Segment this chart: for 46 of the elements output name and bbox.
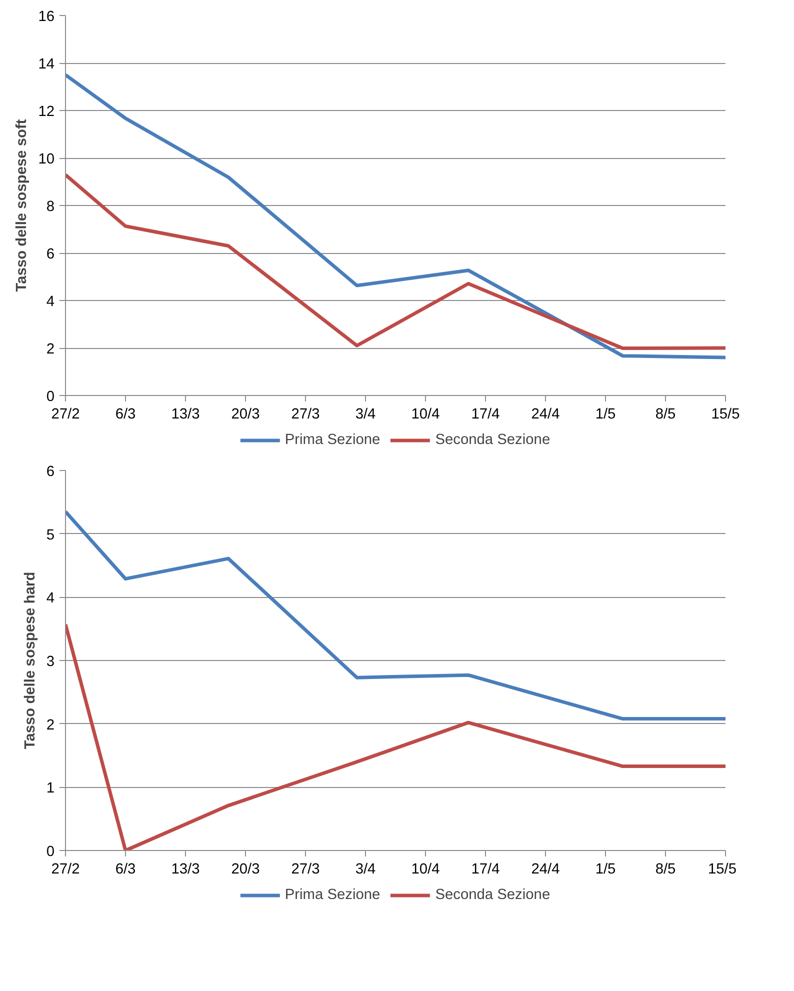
x-tick-label: 27/3 (291, 862, 320, 878)
x-tick-label: 17/4 (471, 406, 500, 422)
x-tick-label: 27/2 (51, 862, 80, 878)
y-tick-label: 0 (46, 389, 55, 405)
x-tick-label: 27/3 (291, 406, 320, 422)
x-tick-label: 27/2 (51, 406, 80, 422)
legend-label: Seconda Sezione (435, 432, 550, 448)
x-tick-label: 3/4 (355, 406, 376, 422)
x-tick-label: 15/5 (708, 862, 737, 878)
y-tick-label: 3 (46, 654, 55, 670)
legend-label: Seconda Sezione (435, 887, 550, 903)
x-tick-label: 24/4 (531, 406, 560, 422)
y-tick-label: 8 (46, 199, 55, 215)
y-tick-label: 10 (38, 152, 55, 168)
y-tick-label: 2 (46, 342, 55, 358)
y-tick-label: 4 (46, 294, 55, 310)
x-tick-label: 3/4 (355, 862, 376, 878)
x-tick-label: 1/5 (595, 406, 616, 422)
y-tick-label: 2 (46, 717, 55, 734)
y-tick-label: 0 (46, 844, 55, 860)
y-tick-label: 16 (38, 9, 55, 25)
x-tick-label: 24/4 (531, 862, 560, 878)
legend-label: Prima Sezione (284, 432, 380, 448)
y-tick-label: 1 (46, 780, 55, 797)
y-tick-label: 4 (46, 590, 55, 607)
x-tick-label: 20/3 (231, 406, 260, 422)
x-tick-label: 6/3 (115, 406, 136, 422)
y-tick-label: 6 (46, 464, 55, 480)
x-tick-label: 15/5 (711, 406, 740, 422)
x-tick-label: 8/5 (655, 406, 676, 422)
y-tick-label: 5 (46, 527, 55, 544)
y-tick-label: 12 (38, 104, 55, 120)
y-tick-label: 14 (38, 56, 55, 72)
y-axis-title: Tasso delle sospese soft (14, 119, 30, 292)
y-axis-title: Tasso delle sospese hard (22, 572, 38, 750)
x-tick-label: 13/3 (171, 862, 200, 878)
x-tick-label: 20/3 (231, 862, 260, 878)
x-tick-label: 13/3 (171, 406, 200, 422)
x-tick-label: 8/5 (655, 862, 676, 878)
x-tick-label: 10/4 (411, 862, 440, 878)
x-tick-label: 6/3 (115, 862, 136, 878)
x-tick-label: 17/4 (471, 862, 500, 878)
x-tick-label: 1/5 (595, 862, 616, 878)
y-tick-label: 6 (46, 246, 55, 262)
x-tick-label: 10/4 (411, 406, 440, 422)
legend-label: Prima Sezione (284, 887, 380, 903)
